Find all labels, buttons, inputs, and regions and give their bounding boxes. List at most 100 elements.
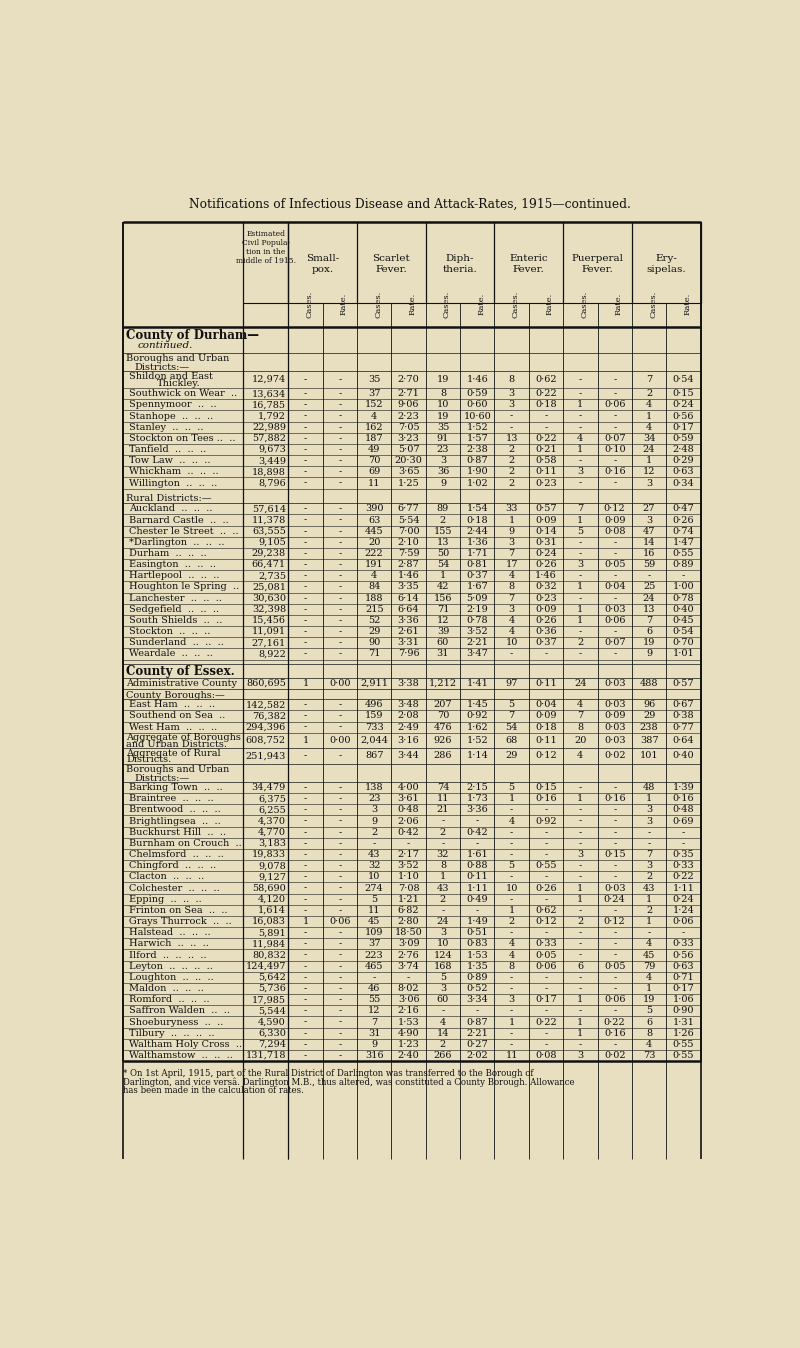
Text: 0·55: 0·55 (535, 861, 557, 871)
Text: -: - (578, 627, 582, 636)
Text: 2·10: 2·10 (398, 538, 419, 547)
Text: 4: 4 (509, 940, 514, 949)
Text: 91: 91 (437, 434, 449, 443)
Text: 32: 32 (368, 861, 381, 871)
Text: 4: 4 (371, 572, 378, 581)
Text: 33: 33 (506, 504, 518, 514)
Text: 926: 926 (434, 736, 452, 745)
Text: 0·06: 0·06 (604, 995, 626, 1004)
Text: -: - (442, 906, 445, 915)
Text: -: - (544, 1039, 548, 1049)
Text: -: - (407, 838, 410, 848)
Text: Cases.: Cases. (580, 291, 588, 318)
Text: 1·73: 1·73 (466, 794, 488, 803)
Text: 0·04: 0·04 (604, 582, 626, 592)
Text: 0·92: 0·92 (535, 817, 557, 825)
Text: -: - (338, 805, 342, 814)
Text: -: - (613, 411, 616, 421)
Text: 27: 27 (643, 504, 655, 514)
Text: -: - (578, 783, 582, 793)
Text: 70: 70 (437, 712, 449, 720)
Text: -: - (578, 572, 582, 581)
Text: -: - (338, 984, 342, 993)
Text: 1·06: 1·06 (673, 995, 694, 1004)
Text: 0·00: 0·00 (329, 679, 350, 687)
Text: Weardale  ..  ..  ..: Weardale .. .. .. (130, 650, 214, 658)
Text: Districts:—: Districts:— (134, 774, 190, 783)
Text: -: - (544, 411, 548, 421)
Text: 8·02: 8·02 (398, 984, 419, 993)
Text: 124: 124 (434, 950, 452, 960)
Text: 0·06: 0·06 (673, 917, 694, 926)
Text: -: - (304, 549, 307, 558)
Text: 1: 1 (646, 411, 652, 421)
Text: 0·03: 0·03 (604, 736, 626, 745)
Text: -: - (373, 973, 376, 981)
Text: 45: 45 (368, 917, 381, 926)
Text: Grays Thurrock  ..  ..: Grays Thurrock .. .. (130, 917, 232, 926)
Text: 390: 390 (365, 504, 383, 514)
Text: -: - (338, 1018, 342, 1027)
Text: -: - (338, 940, 342, 949)
Text: -: - (338, 400, 342, 410)
Text: 488: 488 (640, 679, 658, 687)
Text: -: - (578, 411, 582, 421)
Text: 1: 1 (509, 906, 514, 915)
Text: County of Durham—: County of Durham— (126, 329, 259, 342)
Text: 2·17: 2·17 (398, 851, 419, 859)
Text: -: - (304, 940, 307, 949)
Text: -: - (613, 872, 616, 882)
Text: 1·31: 1·31 (673, 1018, 694, 1027)
Text: 4,590: 4,590 (258, 1018, 286, 1027)
Text: -: - (544, 851, 548, 859)
Text: -: - (338, 616, 342, 625)
Text: 1·35: 1·35 (466, 961, 488, 971)
Text: 2: 2 (371, 828, 378, 837)
Text: -: - (578, 375, 582, 384)
Text: 24: 24 (643, 593, 655, 603)
Text: 3: 3 (646, 515, 652, 524)
Text: 0·22: 0·22 (535, 434, 557, 443)
Text: 2·08: 2·08 (398, 712, 419, 720)
Text: -: - (510, 650, 514, 658)
Text: 96: 96 (643, 701, 655, 709)
Text: 2: 2 (509, 479, 514, 488)
Text: Lanchester  ..  ..  ..: Lanchester .. .. .. (130, 593, 222, 603)
Text: 0·33: 0·33 (535, 940, 557, 949)
Text: -: - (338, 1039, 342, 1049)
Text: 4: 4 (578, 701, 583, 709)
Text: 0·09: 0·09 (535, 712, 557, 720)
Text: 0·49: 0·49 (466, 895, 488, 903)
Text: -: - (613, 423, 616, 431)
Text: 0·47: 0·47 (673, 504, 694, 514)
Text: 0·11: 0·11 (535, 468, 557, 476)
Text: 0·02: 0·02 (604, 751, 626, 760)
Text: -: - (338, 929, 342, 937)
Text: 0·89: 0·89 (466, 973, 488, 981)
Text: Halstead  ..  ..  ..: Halstead .. .. .. (130, 929, 211, 937)
Text: 11: 11 (368, 479, 381, 488)
Text: Stanley  ..  ..  ..: Stanley .. .. .. (130, 423, 204, 431)
Text: 71: 71 (437, 605, 449, 613)
Text: 867: 867 (365, 751, 383, 760)
Text: 63,555: 63,555 (252, 527, 286, 535)
Text: 1·10: 1·10 (398, 872, 419, 882)
Text: -: - (304, 1018, 307, 1027)
Text: 1: 1 (578, 883, 583, 892)
Text: -: - (510, 838, 514, 848)
Text: 29: 29 (368, 627, 381, 636)
Text: 3: 3 (646, 861, 652, 871)
Text: -: - (304, 423, 307, 431)
Text: 0·88: 0·88 (466, 861, 488, 871)
Text: County of Essex.: County of Essex. (126, 665, 235, 678)
Text: 1·39: 1·39 (673, 783, 694, 793)
Text: -: - (304, 794, 307, 803)
Text: 0·16: 0·16 (604, 794, 626, 803)
Text: 3·74: 3·74 (398, 961, 419, 971)
Text: 0·09: 0·09 (604, 515, 626, 524)
Text: Darlington, and vice versâ. Darlington M.B., thus altered, was constituted a Cou: Darlington, and vice versâ. Darlington M… (123, 1077, 575, 1086)
Text: 0·15: 0·15 (535, 783, 557, 793)
Text: -: - (578, 593, 582, 603)
Text: 37: 37 (368, 390, 381, 398)
Text: 6·77: 6·77 (398, 504, 419, 514)
